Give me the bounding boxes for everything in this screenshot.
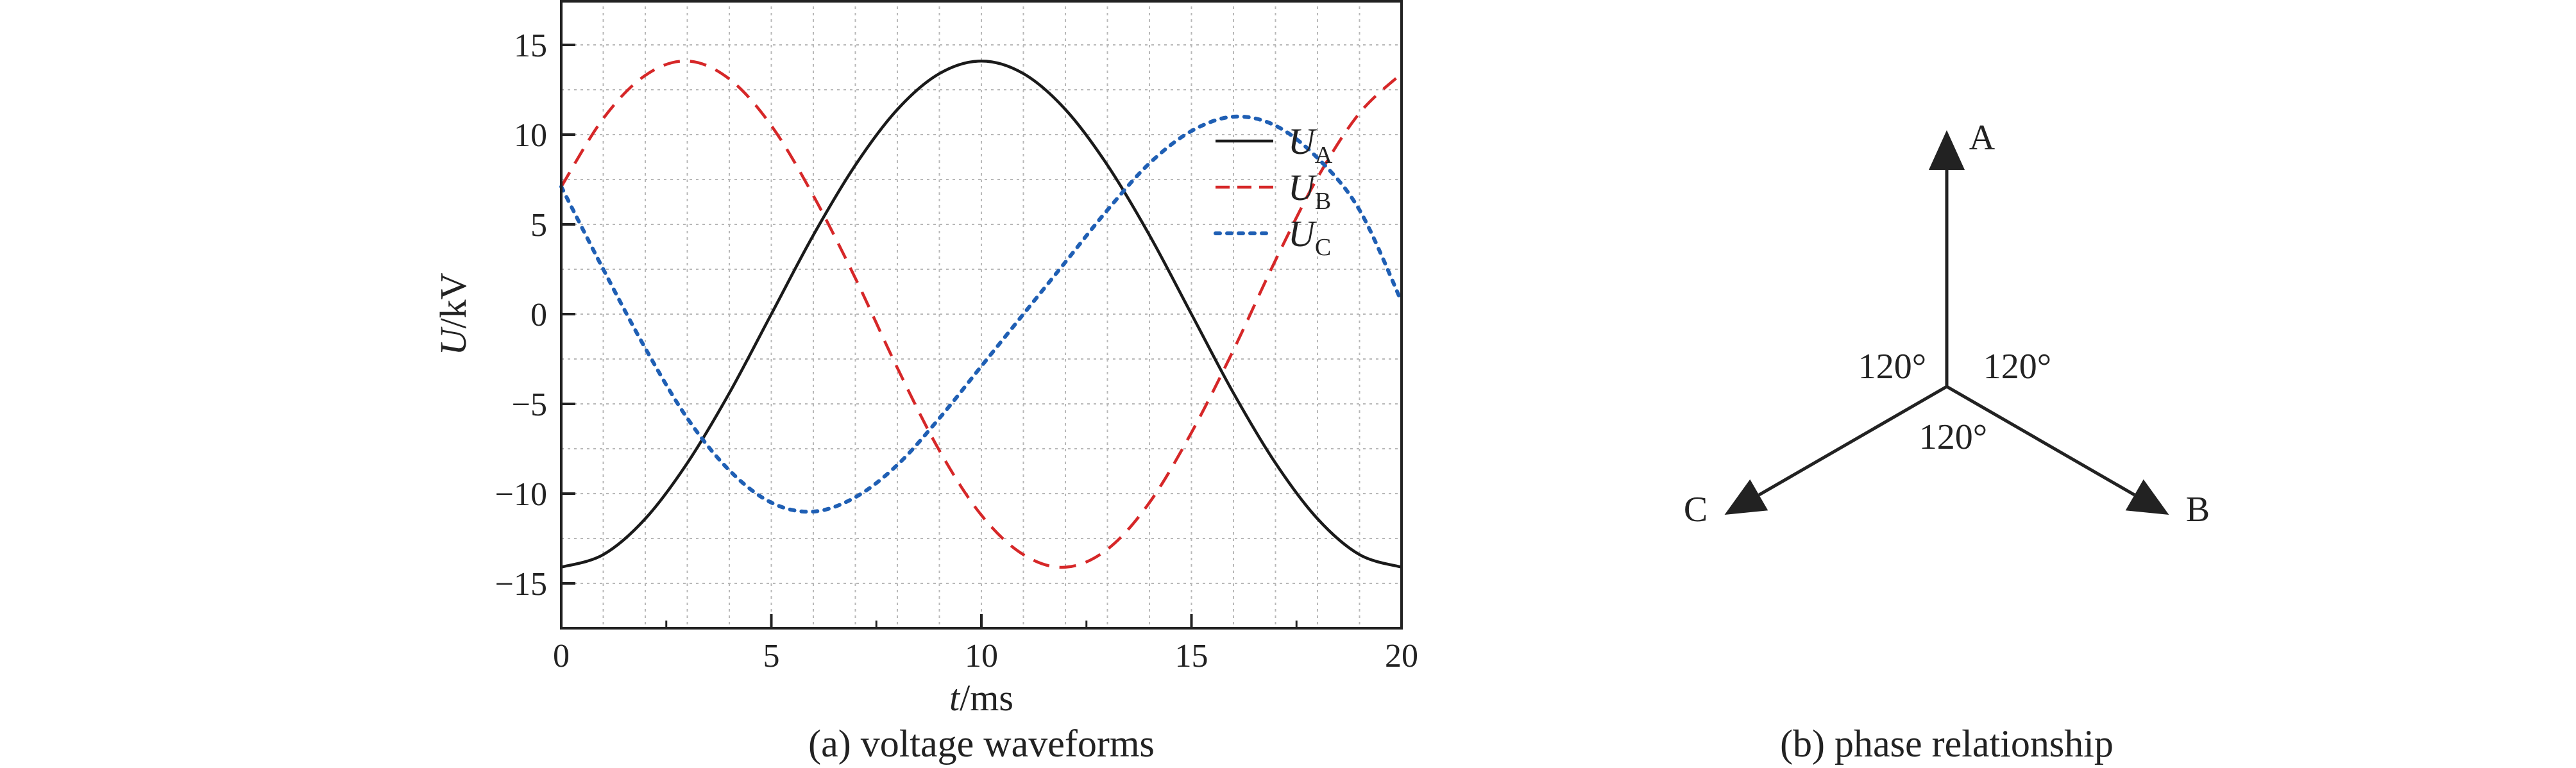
x-tick-label: 0	[553, 638, 570, 674]
y-tick-label: 15	[514, 28, 547, 64]
angle-label-bottom: 120°	[1919, 417, 1987, 457]
x-axis-label-symbol: t	[949, 677, 961, 719]
phasor-a-arrowhead	[1929, 130, 1965, 170]
diagram-caption: (b) phase relationship	[1780, 722, 2114, 765]
x-tick-label: 10	[965, 638, 998, 674]
x-tick-label: 20	[1385, 638, 1418, 674]
series-line-b	[560, 59, 1403, 569]
y-tick-label: −5	[512, 387, 547, 423]
x-tick-label: 5	[763, 638, 780, 674]
y-axis-label: U/kV	[432, 272, 474, 355]
phase-diagram: A B C 120° 120° 120° (b) phase relationshi…	[1684, 118, 2210, 765]
phasor-label-c: C	[1684, 490, 1707, 530]
series-line-c	[559, 114, 1403, 514]
phasors: A B C	[1684, 118, 2210, 530]
phasor-label-a: A	[1969, 118, 1996, 158]
voltage-waveform-chart: 0 5 10 15 20 15 10 5 0 −5 −10 −15 U/kV t/ms (a) vol…	[432, 0, 1418, 765]
chart-caption: (a) voltage waveforms	[808, 722, 1155, 765]
legend-label-c: UC	[1288, 213, 1331, 261]
legend-label-b: UB	[1288, 167, 1331, 215]
series-line-a	[561, 59, 1402, 569]
legend-label-a: UA	[1288, 121, 1333, 169]
x-tick-label: 15	[1175, 638, 1208, 674]
phasor-b-shaft	[1945, 385, 2135, 497]
y-tick-label: 0	[530, 297, 547, 333]
angle-label-upper-right: 120°	[1983, 347, 2051, 387]
y-tick-label: 10	[514, 117, 547, 154]
phasor-c-arrowhead	[1724, 479, 1768, 515]
x-axis-label: t/ms	[949, 677, 1013, 719]
y-axis-label-unit: /kV	[432, 272, 474, 328]
series-layer	[559, 59, 1403, 569]
phasor-label-b: B	[2186, 490, 2210, 530]
y-tick-label: −15	[495, 566, 547, 603]
phasor-c-shaft	[1758, 385, 1948, 497]
y-tick-label: −10	[495, 476, 547, 513]
y-tick-label: 5	[530, 207, 547, 244]
y-axis-label-symbol: U	[432, 326, 474, 355]
ticks: 0 5 10 15 20 15 10 5 0 −5 −10 −15	[495, 28, 1418, 674]
phasor-b-arrowhead	[2125, 479, 2169, 515]
grid	[561, 0, 1402, 628]
x-axis-label-unit: /ms	[960, 677, 1013, 719]
angle-label-upper-left: 120°	[1858, 347, 1926, 387]
